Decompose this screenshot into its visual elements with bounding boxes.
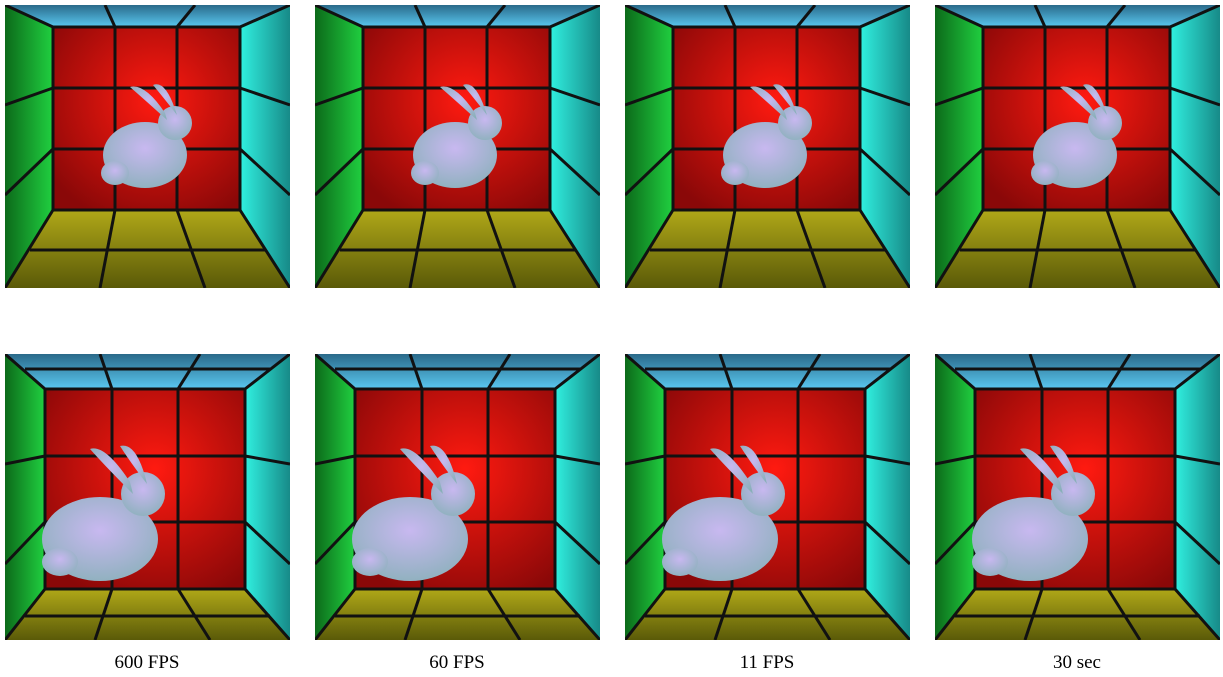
row-1 [5,5,1220,288]
render-image [625,354,910,640]
caption: 60 FPS [429,652,484,673]
render-image [935,354,1220,640]
row-2 [5,354,1220,640]
caption: 30 sec [1053,652,1101,673]
render-image [315,354,600,640]
render-image [625,5,910,288]
render-image [5,354,290,640]
render-image [5,5,290,288]
caption: 600 FPS [115,652,180,673]
render-image [935,5,1220,288]
caption: 11 FPS [740,652,795,673]
render-image [315,5,600,288]
